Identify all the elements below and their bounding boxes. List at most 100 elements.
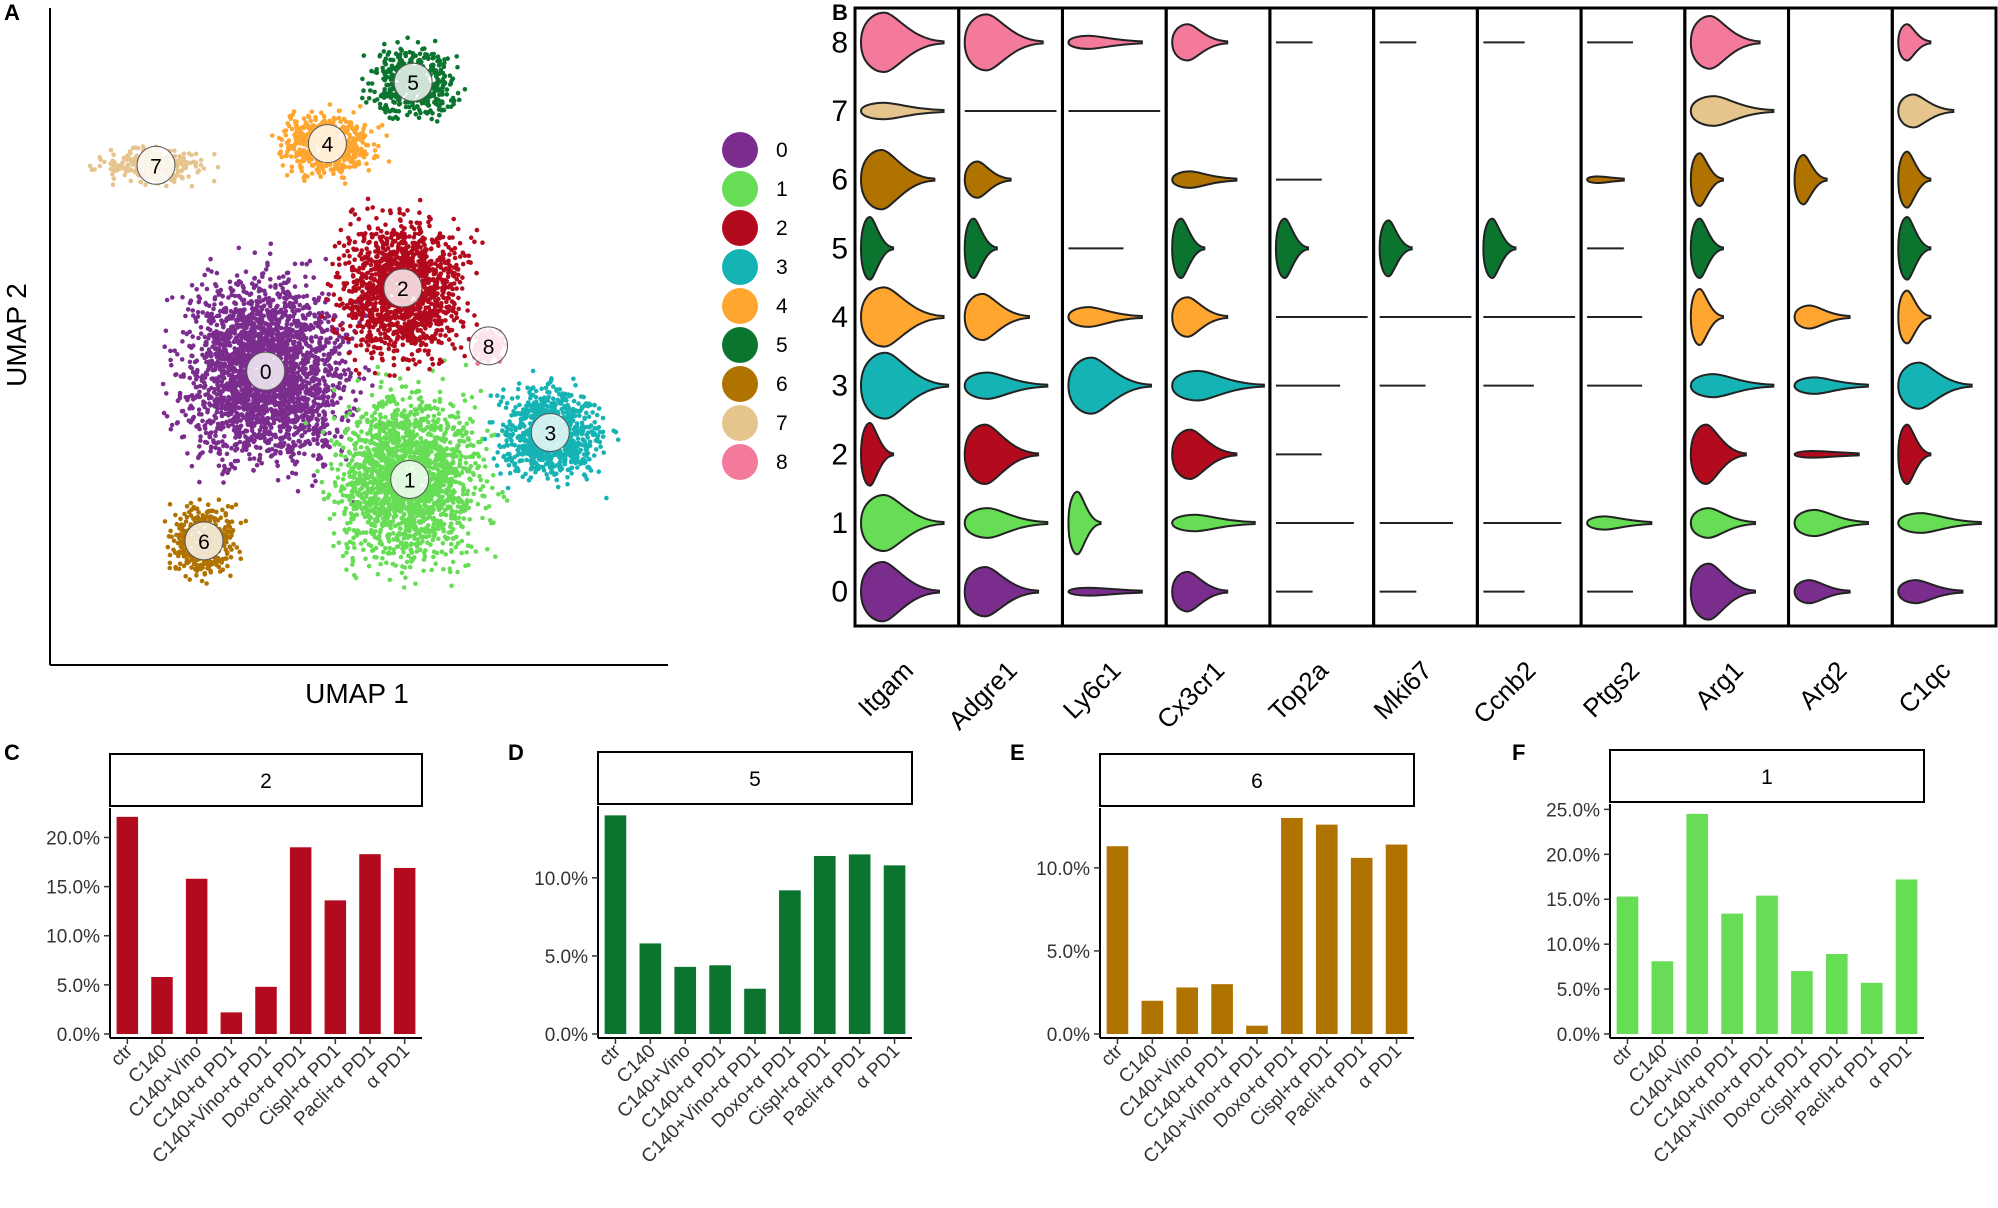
umap-point bbox=[239, 354, 244, 360]
umap-point bbox=[337, 381, 343, 386]
umap-point bbox=[202, 380, 207, 386]
umap-point bbox=[231, 328, 236, 333]
umap-point bbox=[487, 517, 493, 523]
umap-point bbox=[384, 560, 389, 565]
umap-point bbox=[388, 523, 393, 528]
umap-point bbox=[360, 483, 366, 488]
umap-point bbox=[236, 391, 241, 397]
umap-point bbox=[325, 443, 330, 448]
umap-point bbox=[276, 275, 282, 281]
umap-point bbox=[359, 429, 364, 434]
umap-point bbox=[336, 540, 342, 546]
umap-point bbox=[263, 291, 268, 297]
umap-point bbox=[304, 293, 310, 299]
umap-point bbox=[504, 498, 510, 503]
umap-point bbox=[251, 468, 256, 473]
umap-point bbox=[351, 541, 356, 546]
umap-point bbox=[189, 283, 195, 288]
umap-point bbox=[385, 551, 391, 556]
umap-point bbox=[240, 283, 246, 289]
umap-point bbox=[386, 505, 392, 510]
umap-point bbox=[295, 488, 301, 494]
umap-point bbox=[420, 407, 426, 412]
umap-point bbox=[320, 429, 326, 435]
umap-point bbox=[298, 375, 303, 381]
umap-point bbox=[211, 339, 216, 345]
umap-point bbox=[215, 334, 220, 340]
umap-point bbox=[373, 453, 378, 458]
umap-point bbox=[414, 411, 420, 416]
umap-point bbox=[450, 559, 456, 565]
umap-point bbox=[292, 419, 298, 424]
umap-point bbox=[241, 407, 247, 412]
umap-point bbox=[469, 430, 475, 435]
umap-point bbox=[391, 458, 396, 463]
umap-point bbox=[317, 387, 322, 393]
umap-point bbox=[239, 387, 244, 393]
umap-point bbox=[428, 505, 433, 510]
umap-point bbox=[326, 353, 331, 359]
umap-point bbox=[214, 270, 220, 276]
umap-point bbox=[408, 542, 414, 548]
umap-point bbox=[246, 388, 252, 394]
umap-point bbox=[293, 430, 299, 436]
umap-point bbox=[372, 534, 378, 540]
umap-point bbox=[199, 282, 205, 287]
umap-point bbox=[260, 396, 266, 402]
umap-point bbox=[423, 495, 429, 501]
umap-point bbox=[304, 374, 310, 380]
umap-point bbox=[318, 335, 324, 341]
umap-point bbox=[226, 467, 232, 473]
umap-point bbox=[378, 561, 383, 567]
umap-point bbox=[244, 447, 249, 453]
umap-point bbox=[244, 320, 249, 325]
umap-point bbox=[464, 550, 469, 555]
umap-point bbox=[248, 393, 254, 398]
umap-point bbox=[386, 539, 392, 544]
umap-point bbox=[164, 391, 169, 396]
umap-point bbox=[412, 407, 418, 412]
umap-point bbox=[327, 516, 333, 522]
umap-point bbox=[423, 447, 429, 453]
umap-point bbox=[496, 491, 501, 497]
umap-point bbox=[292, 318, 297, 324]
umap-point bbox=[331, 512, 337, 517]
umap-point bbox=[288, 406, 294, 412]
umap-point bbox=[394, 455, 400, 460]
umap-point bbox=[409, 449, 415, 455]
umap-point bbox=[244, 413, 250, 418]
umap-point bbox=[291, 340, 296, 345]
umap-point bbox=[371, 447, 377, 452]
umap-point bbox=[223, 309, 229, 315]
umap-point bbox=[300, 414, 306, 419]
umap-point bbox=[352, 357, 358, 363]
umap-point bbox=[168, 348, 173, 354]
umap-point bbox=[196, 407, 202, 413]
umap-point bbox=[472, 485, 478, 491]
umap-point bbox=[169, 422, 175, 428]
umap-point bbox=[387, 577, 393, 583]
umap-point bbox=[417, 530, 422, 536]
umap-point bbox=[424, 525, 429, 531]
umap-point bbox=[216, 446, 222, 452]
umap-point bbox=[449, 476, 454, 482]
umap-point bbox=[277, 293, 283, 298]
umap-point bbox=[430, 362, 436, 367]
umap-point bbox=[468, 477, 473, 483]
umap-point bbox=[180, 294, 185, 300]
umap-point bbox=[269, 446, 275, 452]
panel-label-d: D bbox=[508, 740, 524, 765]
umap-point bbox=[478, 388, 484, 394]
umap-point bbox=[443, 552, 449, 557]
umap-point bbox=[181, 434, 187, 439]
umap-point bbox=[234, 446, 240, 452]
umap-point bbox=[321, 424, 327, 430]
umap-point bbox=[186, 418, 192, 424]
umap-point bbox=[331, 387, 337, 393]
umap-point bbox=[363, 494, 369, 500]
umap-point bbox=[286, 383, 292, 389]
umap-point bbox=[249, 412, 255, 418]
umap-point bbox=[231, 339, 237, 345]
umap-point bbox=[361, 547, 366, 552]
umap-point bbox=[175, 398, 181, 404]
